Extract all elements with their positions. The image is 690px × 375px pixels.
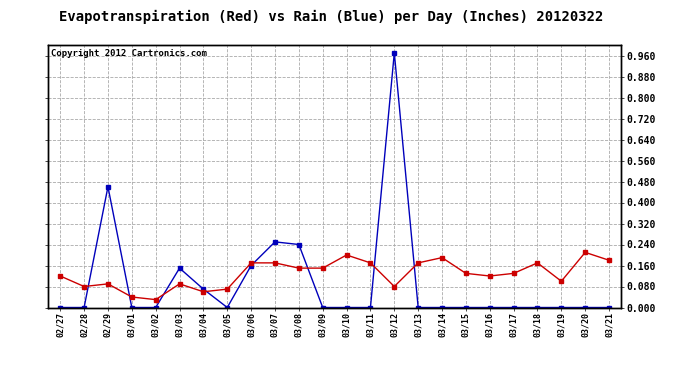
Text: Evapotranspiration (Red) vs Rain (Blue) per Day (Inches) 20120322: Evapotranspiration (Red) vs Rain (Blue) … xyxy=(59,9,603,24)
Text: Copyright 2012 Cartronics.com: Copyright 2012 Cartronics.com xyxy=(51,49,207,58)
